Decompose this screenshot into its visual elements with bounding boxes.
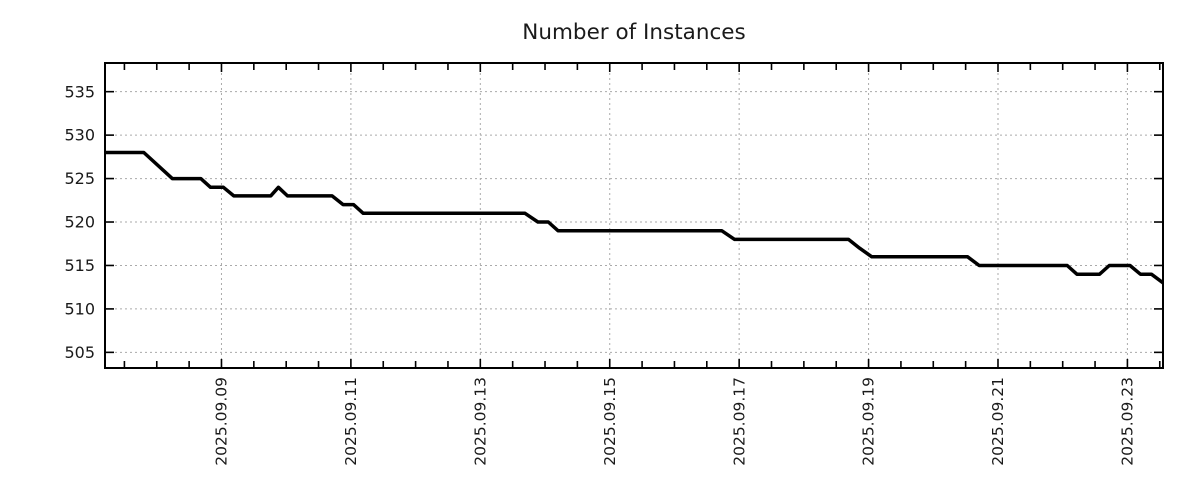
x-tick-label: 2025.09.23 <box>1119 377 1137 466</box>
x-tick-label: 2025.09.15 <box>601 377 619 466</box>
grid-lines <box>105 63 1163 368</box>
axis-ticks <box>105 63 1163 368</box>
x-tick-label: 2025.09.11 <box>342 377 360 466</box>
x-axis-tick-labels: 2025.09.09 2025.09.11 2025.09.13 2025.09.15… <box>213 377 1137 466</box>
y-axis-tick-labels: 505 510 515 520 525 530 535 <box>64 82 95 362</box>
y-tick-label: 535 <box>64 82 95 101</box>
y-tick-label: 525 <box>64 169 95 188</box>
x-tick-label: 2025.09.09 <box>213 377 231 466</box>
x-tick-label: 2025.09.21 <box>989 377 1007 466</box>
series-lines <box>105 150 1165 285</box>
y-tick-label: 505 <box>64 343 95 362</box>
y-tick-label: 510 <box>64 300 95 319</box>
series-line-instances <box>105 150 1165 285</box>
y-tick-label: 530 <box>64 126 95 145</box>
x-tick-label: 2025.09.17 <box>730 377 748 466</box>
chart-title: Number of Instances <box>522 20 745 45</box>
y-tick-label: 515 <box>64 256 95 275</box>
plot-border <box>104 62 1164 369</box>
x-tick-label: 2025.09.19 <box>860 377 878 466</box>
x-tick-label: 2025.09.13 <box>471 377 489 466</box>
y-tick-label: 520 <box>64 213 95 232</box>
